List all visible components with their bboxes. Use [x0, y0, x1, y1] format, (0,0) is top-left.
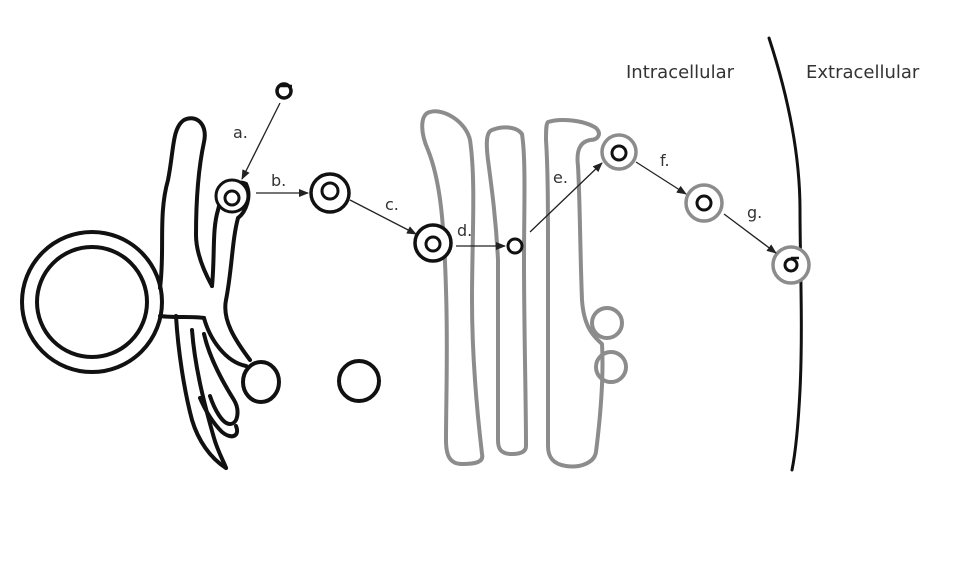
arrow-a [241, 102, 281, 180]
step-label-g: g. [747, 203, 762, 222]
step-label-c: c. [385, 195, 399, 214]
endoplasmic-reticulum [158, 116, 281, 470]
arrow-f [635, 161, 687, 195]
step-label-b: b. [271, 171, 286, 190]
vesicle-c [413, 223, 453, 263]
step-label-f: f. [660, 151, 670, 170]
nucleus [20, 230, 164, 374]
step-label-e: e. [553, 168, 568, 187]
extracellular-label: Extracellular [806, 62, 920, 83]
vesicle-b [309, 172, 351, 214]
vesicle-f [684, 183, 724, 223]
intracellular-label: Intracellular [626, 62, 735, 83]
vesicle-a [275, 82, 293, 100]
arrow-e [529, 162, 603, 233]
golgi-apparatus [420, 109, 628, 469]
arrow-c [349, 199, 417, 235]
vesicle-d [506, 237, 524, 255]
free-vesicle [337, 359, 381, 403]
step-label-a: a. [233, 123, 248, 142]
arrow-g [723, 213, 777, 254]
vesicle-e [600, 133, 638, 171]
vesicle-budding-er [214, 178, 250, 214]
step-label-d: d. [457, 221, 472, 240]
vesicle-g-fusing [771, 245, 811, 285]
